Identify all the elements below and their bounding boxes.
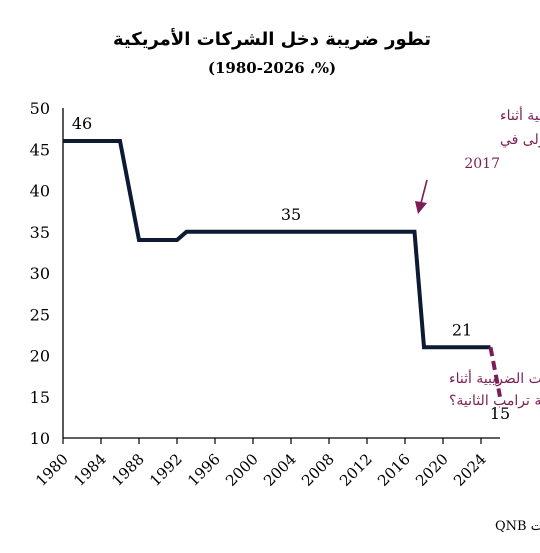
annotation-first-term-line2: ولاية ترامب الأولى في bbox=[500, 130, 540, 148]
axes bbox=[62, 108, 500, 439]
series bbox=[63, 139, 502, 398]
y-tick-label: 45 bbox=[30, 140, 50, 159]
chart-subtitle: (%، 1980-2026) bbox=[208, 59, 336, 77]
y-tick-label: 30 bbox=[30, 264, 50, 283]
tax-rate-line bbox=[63, 139, 491, 350]
annotation-second-term-line2: ولاية ترامب الثانية؟ bbox=[449, 393, 540, 409]
y-tick-label: 10 bbox=[30, 429, 50, 448]
y-tick-label: 15 bbox=[30, 388, 50, 407]
x-ticks: 1980198419881992199620002004200820122016… bbox=[32, 438, 490, 490]
annotation-second-term: التخفيضات الضريبية أثناء ولاية ترامب الث… bbox=[449, 368, 540, 409]
x-tick-label: 1996 bbox=[184, 450, 224, 490]
x-tick-label: 2020 bbox=[412, 450, 452, 490]
x-tick-label: 2000 bbox=[222, 450, 262, 490]
arrow-head bbox=[415, 201, 427, 214]
y-tick-label: 35 bbox=[30, 223, 50, 242]
source-note: المصدر: هيفر، دائرة الإيرادات الداخلية ا… bbox=[495, 517, 540, 534]
y-tick-label: 40 bbox=[30, 182, 50, 201]
annotation-first-term-arrow bbox=[415, 179, 428, 214]
data-label: 21 bbox=[452, 320, 472, 339]
arrow-shaft bbox=[420, 179, 428, 204]
data-label: 15 bbox=[490, 404, 510, 423]
data-label: 35 bbox=[281, 205, 301, 224]
x-tick-label: 1980 bbox=[32, 450, 72, 490]
annotation-first-term-line3: 2017 bbox=[464, 156, 500, 172]
y-tick-label: 50 bbox=[30, 99, 50, 118]
data-label: 46 bbox=[72, 114, 92, 133]
annotation-first-term: التخفيضات الضريبية أثناء ولاية ترامب الأ… bbox=[464, 105, 540, 172]
annotation-first-term-line1: التخفيضات الضريبية أثناء bbox=[500, 105, 540, 124]
projection-line bbox=[488, 346, 502, 398]
y-tick-label: 25 bbox=[30, 305, 50, 324]
y-ticks: 10 15 20 25 30 35 40 45 50 bbox=[30, 99, 50, 448]
chart-title: تطور ضريبة دخل الشركات الأمريكية bbox=[113, 28, 431, 50]
x-tick-label: 2016 bbox=[374, 450, 414, 490]
x-tick-label: 2004 bbox=[260, 450, 300, 490]
y-tick-label: 20 bbox=[30, 347, 50, 366]
data-labels: 46 35 21 15 bbox=[72, 114, 510, 423]
x-tick-label: 1988 bbox=[108, 450, 148, 490]
x-tick-label: 2012 bbox=[336, 450, 376, 490]
x-tick-label: 1992 bbox=[146, 450, 186, 490]
x-tick-label: 2024 bbox=[450, 450, 490, 490]
annotation-second-term-line1: التخفيضات الضريبية أثناء bbox=[449, 368, 540, 387]
x-tick-label: 2008 bbox=[298, 450, 338, 490]
x-tick-label: 1984 bbox=[70, 450, 110, 490]
